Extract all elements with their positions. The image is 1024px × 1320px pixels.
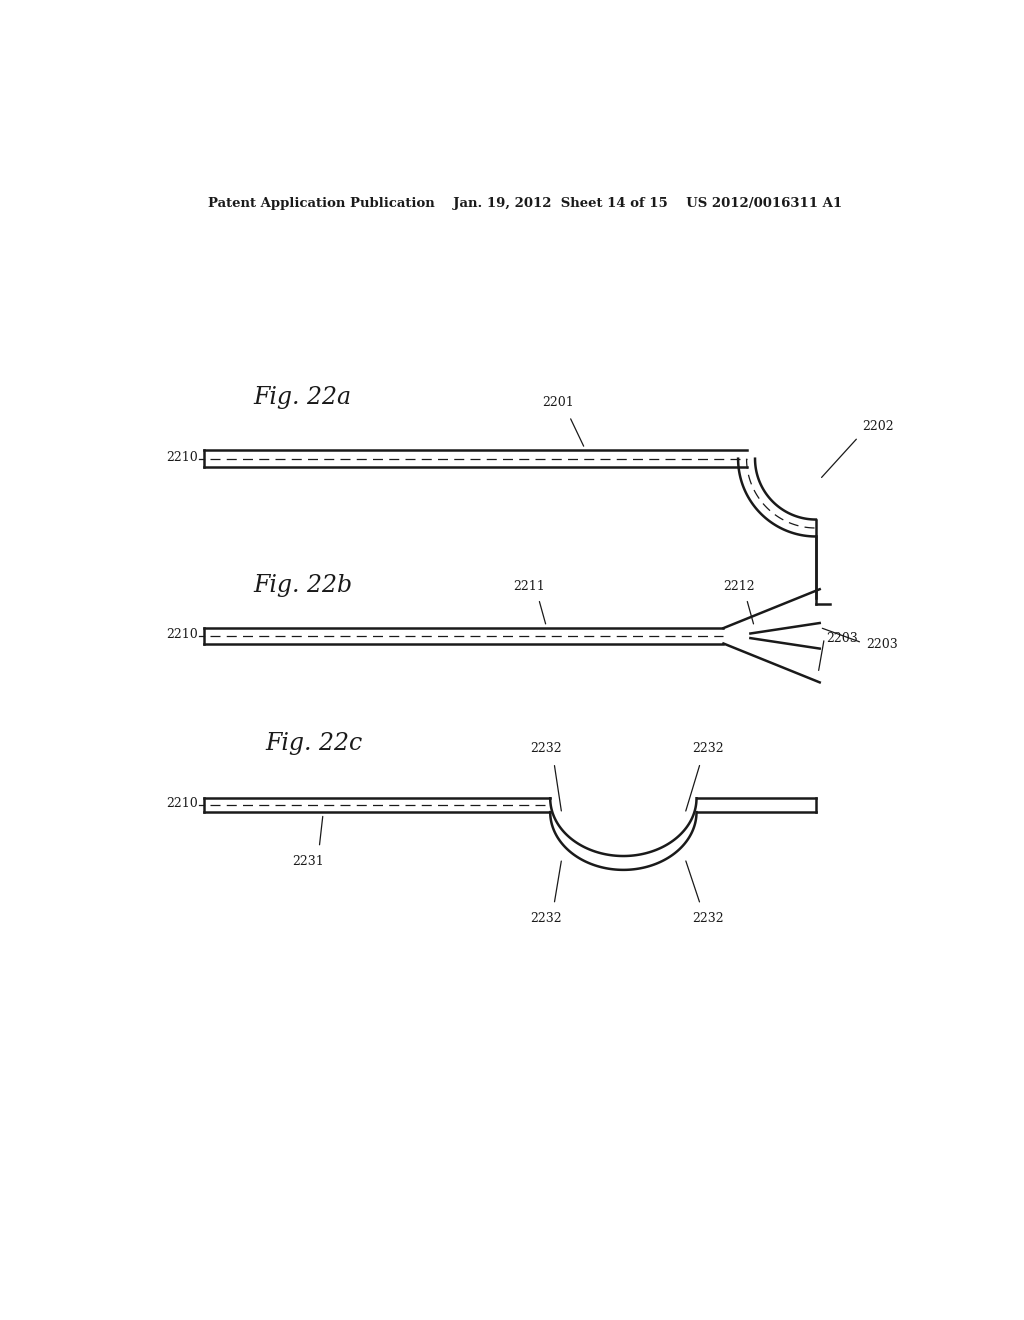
Text: 2203: 2203 bbox=[826, 631, 858, 644]
Text: Patent Application Publication    Jan. 19, 2012  Sheet 14 of 15    US 2012/00163: Patent Application Publication Jan. 19, … bbox=[208, 197, 842, 210]
Text: 2212: 2212 bbox=[723, 579, 755, 593]
Text: 2210: 2210 bbox=[167, 450, 199, 463]
Text: 2232: 2232 bbox=[692, 912, 724, 925]
Text: 2232: 2232 bbox=[530, 912, 562, 925]
Text: Fig. 22b: Fig. 22b bbox=[254, 574, 353, 597]
Text: 2210: 2210 bbox=[167, 628, 199, 640]
Text: 2232: 2232 bbox=[530, 742, 562, 755]
Text: Fig. 22c: Fig. 22c bbox=[265, 733, 362, 755]
Text: 2210: 2210 bbox=[167, 797, 199, 810]
Text: 2231: 2231 bbox=[292, 855, 324, 869]
Text: 2201: 2201 bbox=[542, 396, 573, 409]
Text: 2203: 2203 bbox=[866, 638, 898, 651]
Text: 2232: 2232 bbox=[692, 742, 724, 755]
Text: 2211: 2211 bbox=[514, 579, 546, 593]
Text: 2202: 2202 bbox=[862, 420, 894, 433]
Text: Fig. 22a: Fig. 22a bbox=[254, 385, 352, 409]
